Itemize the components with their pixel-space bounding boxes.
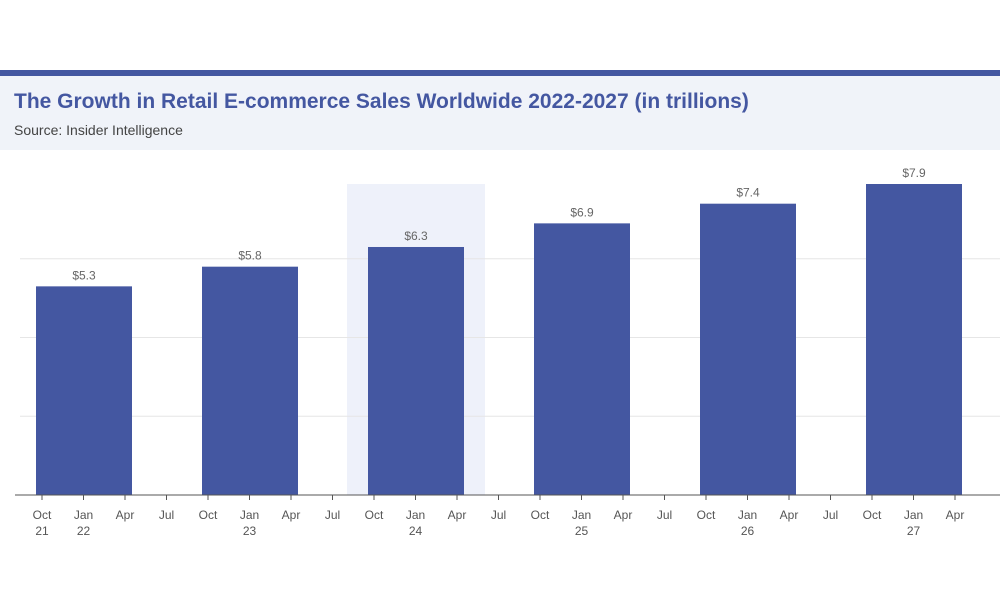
x-tick-label: Apr — [116, 508, 135, 522]
x-tick-label: Jul — [491, 508, 506, 522]
x-tick-label: Jan — [572, 508, 591, 522]
x-tick-label: Jan — [904, 508, 923, 522]
bar — [866, 184, 962, 495]
x-tick-label: Jan — [74, 508, 93, 522]
x-tick-year-label: 21 — [35, 524, 49, 538]
x-tick-year-label: 24 — [409, 524, 423, 538]
data-label: $7.9 — [902, 166, 926, 180]
x-tick-label: Jul — [159, 508, 174, 522]
bar — [700, 203, 796, 496]
bar — [534, 223, 630, 495]
x-tick-label: Apr — [448, 508, 467, 522]
x-tick-label: Jan — [738, 508, 757, 522]
x-tick-label: Apr — [614, 508, 633, 522]
x-tick-label: Oct — [33, 508, 52, 522]
top-accent-bar — [0, 70, 1000, 76]
x-tick-label: Apr — [780, 508, 799, 522]
x-tick-label: Oct — [531, 508, 550, 522]
x-tick-year-label: 23 — [243, 524, 257, 538]
x-tick-label: Oct — [697, 508, 716, 522]
bar — [368, 246, 464, 495]
data-label: $6.9 — [570, 205, 594, 219]
data-label: $5.3 — [72, 268, 96, 282]
data-label: $7.4 — [736, 186, 760, 200]
x-tick-label: Oct — [863, 508, 882, 522]
x-tick-year-label: 22 — [77, 524, 91, 538]
x-tick-year-label: 25 — [575, 524, 589, 538]
data-label: $6.3 — [404, 229, 428, 243]
bar — [202, 266, 298, 495]
x-tick-label: Jul — [823, 508, 838, 522]
x-tick-label: Jul — [657, 508, 672, 522]
chart-title: The Growth in Retail E-commerce Sales Wo… — [14, 90, 749, 113]
x-tick-label: Jul — [325, 508, 340, 522]
x-tick-label: Jan — [240, 508, 259, 522]
x-tick-label: Apr — [282, 508, 301, 522]
x-tick-label: Oct — [365, 508, 384, 522]
chart-source: Source: Insider Intelligence — [14, 122, 183, 138]
data-label: $5.8 — [238, 249, 262, 263]
x-tick-label: Jan — [406, 508, 425, 522]
chart-header: The Growth in Retail E-commerce Sales Wo… — [0, 76, 1000, 150]
x-tick-year-label: 26 — [741, 524, 755, 538]
x-tick-label: Oct — [199, 508, 218, 522]
bar — [36, 286, 132, 495]
x-tick-year-label: 27 — [907, 524, 921, 538]
x-tick-label: Apr — [946, 508, 965, 522]
